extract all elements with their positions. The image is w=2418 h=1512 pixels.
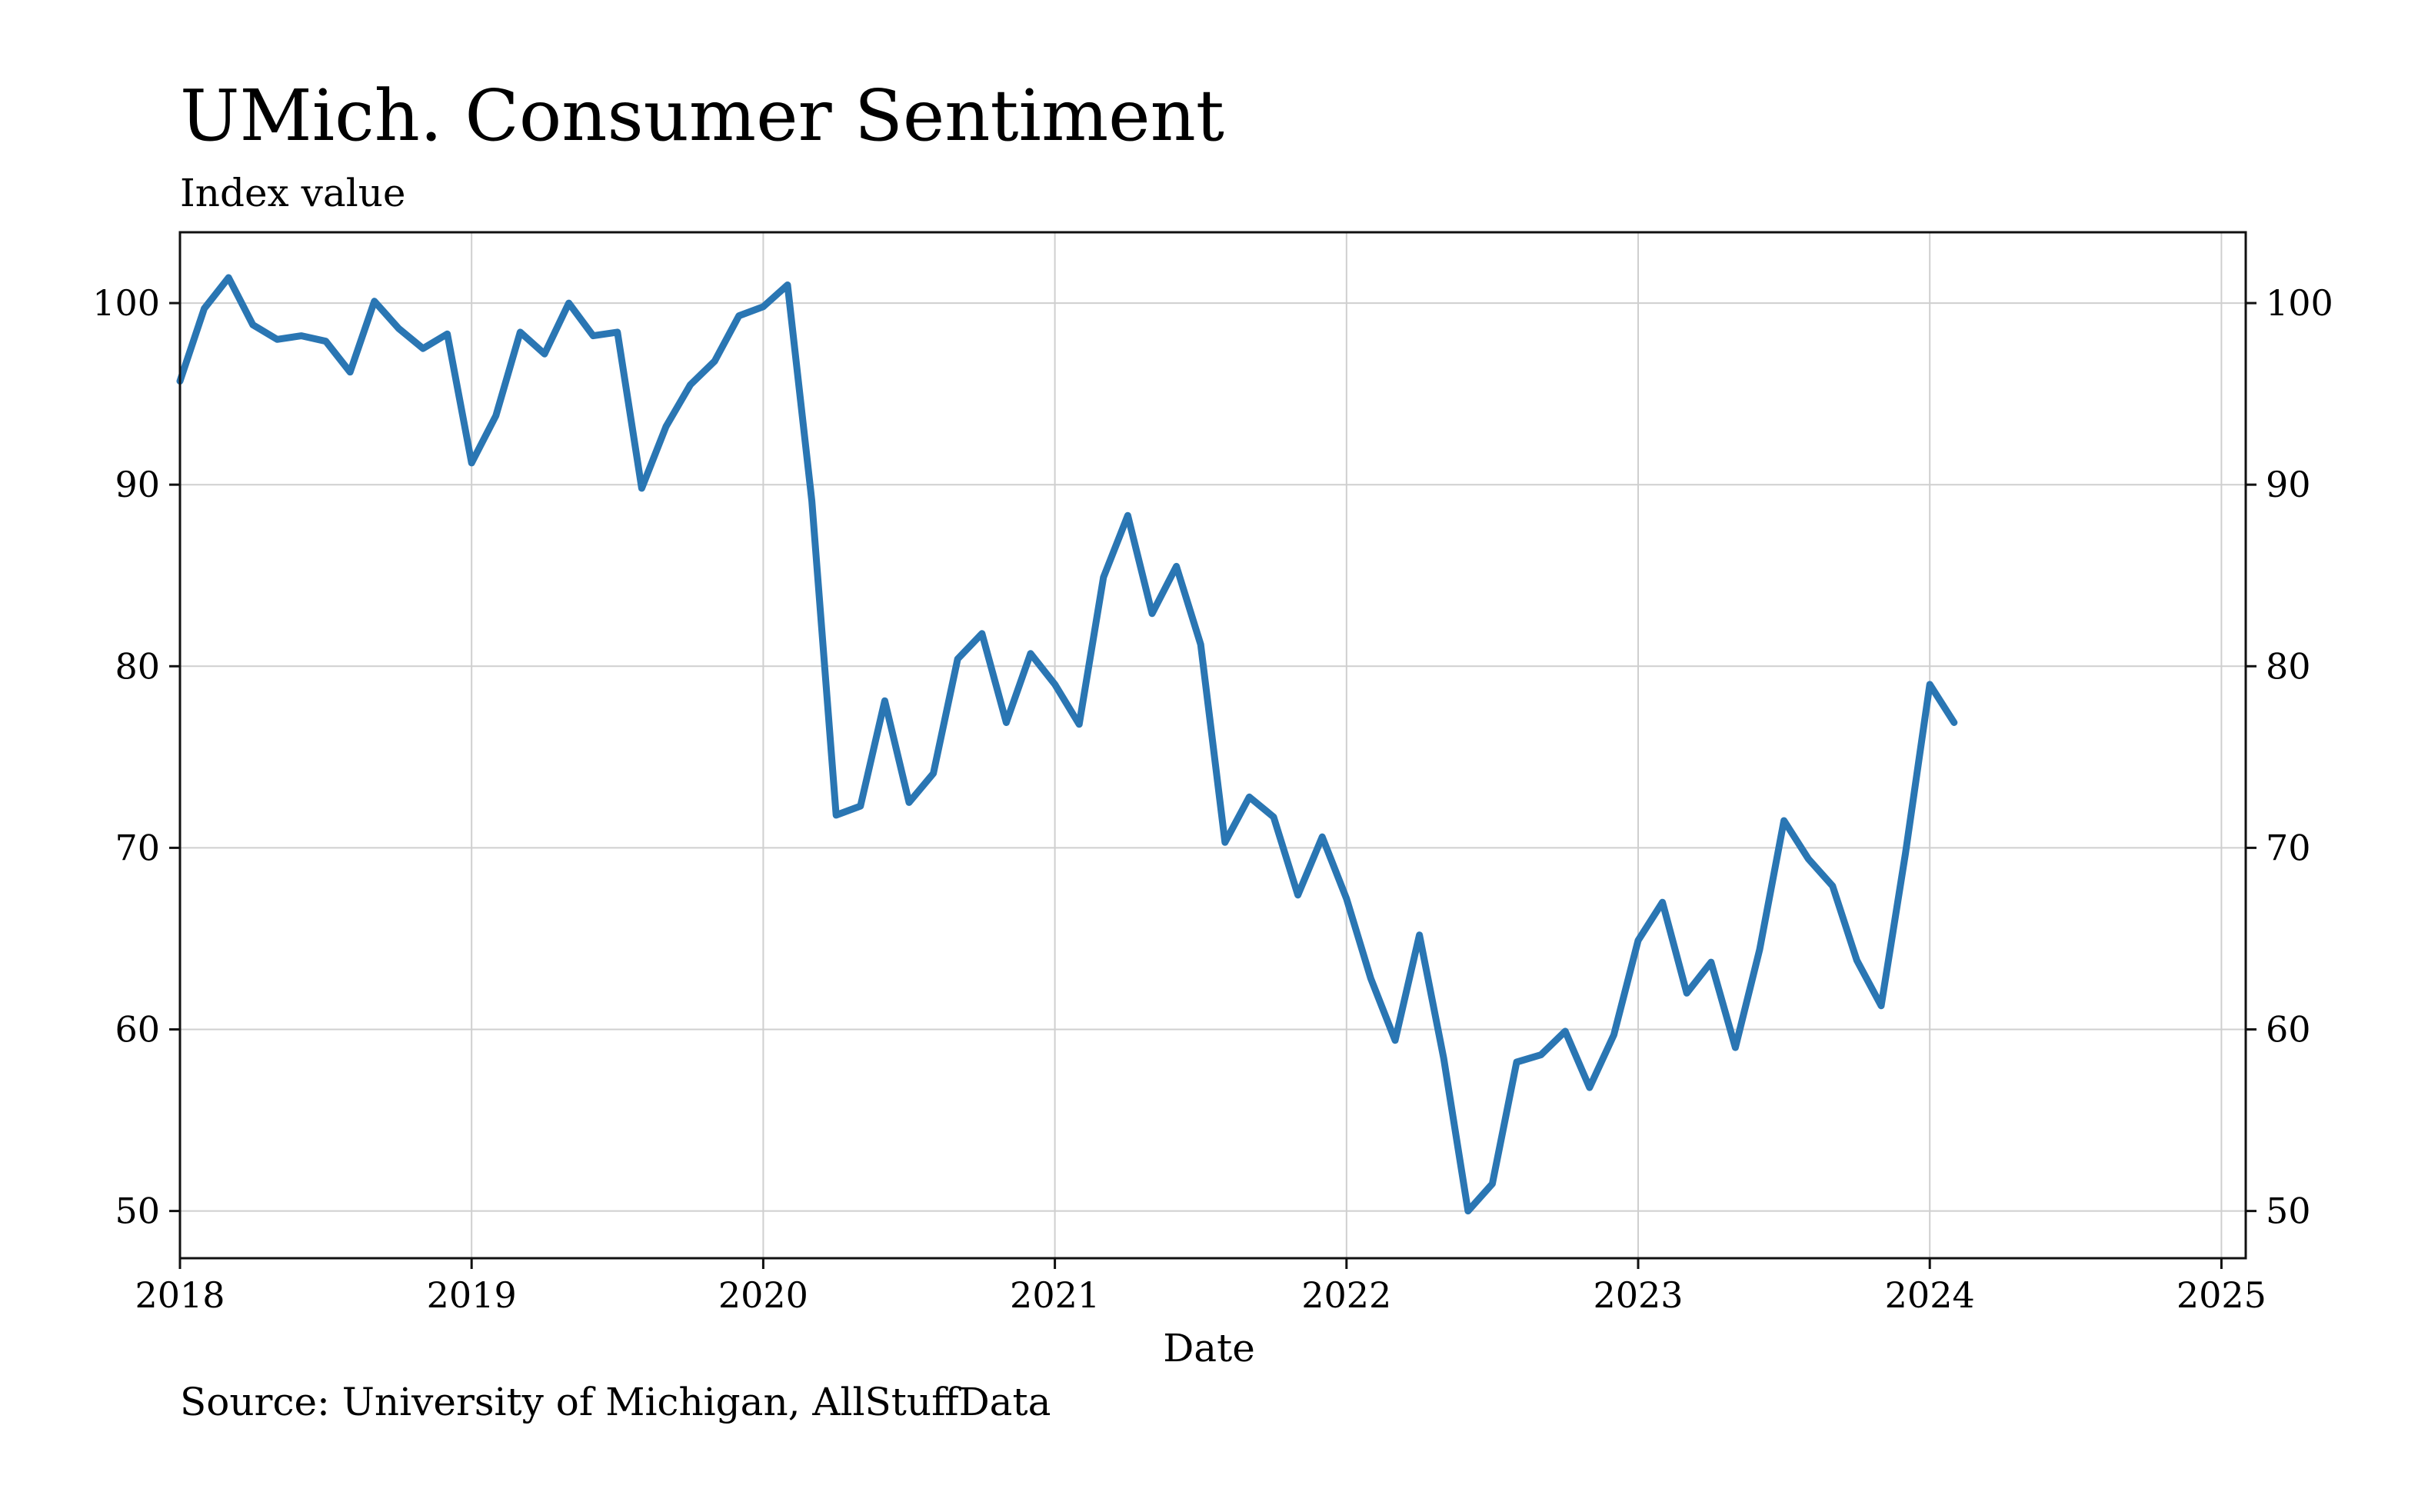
y-tick-label-right: 60 [2266, 1009, 2311, 1051]
x-tick-label: 2024 [1885, 1274, 1975, 1316]
series-line [176, 274, 1958, 1215]
y-tick-label-left: 100 [92, 282, 160, 324]
x-tick-label: 2021 [1010, 1274, 1100, 1316]
y-tick-label-left: 50 [115, 1191, 160, 1232]
x-tick-label: 2022 [1301, 1274, 1391, 1316]
x-axis-label: Date [1163, 1326, 1255, 1370]
y-axis-ticks: 50 50 60 60 70 70 80 80 90 90 100 100 [92, 282, 2333, 1232]
x-tick-label: 2020 [718, 1274, 808, 1316]
y-tick-label-right: 70 [2266, 827, 2311, 868]
y-tick-label-right: 100 [2266, 282, 2333, 324]
y-tick-label-right: 90 [2266, 464, 2311, 505]
x-tick-label: 2018 [135, 1274, 225, 1316]
data-points [180, 278, 1954, 1211]
x-tick-label: 2019 [427, 1274, 517, 1316]
y-tick-label-right: 50 [2266, 1191, 2311, 1232]
y-tick-label-left: 90 [115, 464, 160, 505]
x-tick-label: 2023 [1593, 1274, 1683, 1316]
grid [179, 232, 2246, 1258]
chart-title: UMich. Consumer Sentiment [180, 75, 1224, 157]
y-tick-label-right: 80 [2266, 645, 2311, 687]
y-tick-label-left: 60 [115, 1009, 160, 1051]
y-tick-label-left: 80 [115, 645, 160, 687]
y-tick-label-left: 70 [115, 827, 160, 868]
chart-subtitle: Index value [180, 171, 405, 215]
x-tick-label: 2025 [2177, 1274, 2266, 1316]
x-axis-ticks: 2018 2019 2020 2021 2022 2023 2024 2025 [135, 1258, 2266, 1316]
source-note: Source: University of Michigan, AllStuff… [180, 1380, 1051, 1424]
plot-frame [178, 231, 2247, 1260]
